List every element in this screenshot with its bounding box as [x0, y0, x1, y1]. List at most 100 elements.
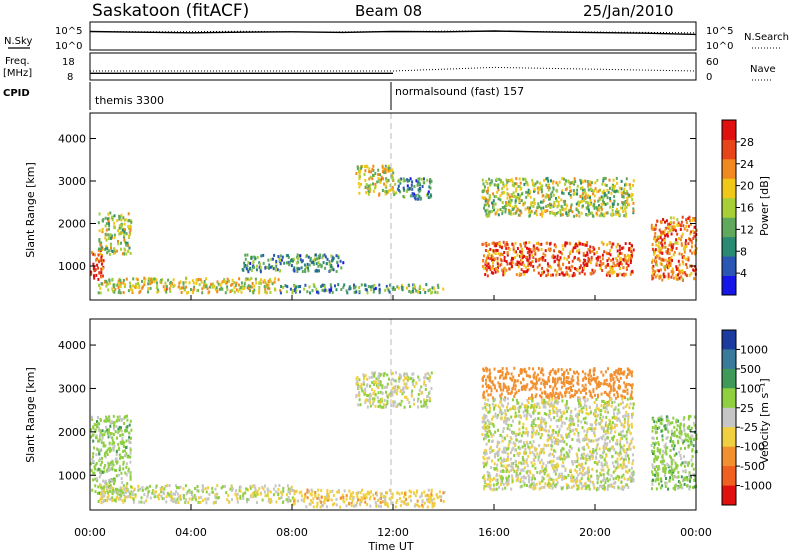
- velocity-cell: [404, 492, 406, 496]
- power-cell: [293, 268, 296, 272]
- velocity-cell: [184, 500, 187, 504]
- velocity-cell: [493, 476, 496, 480]
- power-cell: [573, 214, 576, 218]
- velocity-cell: [533, 409, 536, 413]
- velocity-cell: [321, 504, 324, 508]
- velocity-cell: [341, 493, 344, 497]
- velocity-cell: [91, 488, 94, 492]
- power-cell: [559, 250, 562, 254]
- power-cell: [661, 278, 664, 282]
- velocity-cell: [526, 407, 529, 411]
- power-cell: [547, 194, 550, 198]
- power-cell: [542, 252, 545, 256]
- velocity-cell: [494, 412, 497, 416]
- velocity-cell: [503, 436, 506, 440]
- power-cell: [497, 185, 500, 189]
- power-cell: [529, 213, 531, 217]
- power-cell: [97, 221, 100, 225]
- velocity-cell: [560, 381, 563, 384]
- velocity-cell: [486, 470, 489, 474]
- velocity-cell: [99, 457, 101, 461]
- power-cell: [629, 261, 632, 265]
- velocity-cell: [176, 497, 179, 501]
- power-cell: [566, 257, 569, 261]
- velocity-cell: [431, 503, 434, 507]
- velocity-cell: [537, 417, 540, 421]
- velocity-cell: [122, 493, 125, 496]
- velocity-cell: [562, 486, 565, 489]
- power-cell: [118, 224, 121, 228]
- power-cell: [532, 265, 535, 268]
- velocity-cell: [630, 441, 633, 445]
- velocity-cell: [163, 492, 165, 496]
- power-cell: [552, 193, 555, 197]
- power-cell: [238, 277, 241, 281]
- power-cell: [312, 283, 315, 287]
- power-cell: [309, 291, 311, 295]
- power-cell: [120, 247, 122, 251]
- velocity-cell: [411, 372, 414, 376]
- velocity-cell: [122, 484, 125, 488]
- velocity-cell: [604, 486, 606, 490]
- power-cell: [556, 257, 559, 261]
- power-cell: [667, 222, 670, 226]
- velocity-cell: [535, 375, 538, 379]
- velocity-cell: [366, 490, 369, 494]
- power-cell: [620, 252, 623, 255]
- power-cell: [570, 205, 572, 209]
- velocity-cell: [544, 391, 547, 395]
- power-cell: [579, 195, 582, 198]
- velocity-cell: [591, 395, 594, 399]
- velocity-cell: [490, 380, 493, 384]
- velocity-cell: [496, 478, 499, 482]
- power-cell: [270, 257, 273, 261]
- velocity-cell: [355, 382, 358, 386]
- power-cell: [246, 286, 249, 290]
- power-cell: [561, 244, 564, 248]
- velocity-cell: [97, 467, 100, 471]
- power-cell: [527, 193, 529, 197]
- velocity-cell: [286, 493, 288, 497]
- power-cell: [284, 284, 287, 288]
- velocity-cell: [563, 377, 566, 381]
- power-cell: [620, 187, 623, 191]
- power-cell: [314, 269, 317, 273]
- power-cell: [250, 255, 253, 259]
- velocity-cell: [560, 377, 562, 381]
- velocity-cell: [112, 488, 115, 492]
- power-cell: [289, 287, 292, 291]
- power-cell: [360, 166, 363, 170]
- power-cell: [190, 288, 192, 292]
- power-cell: [577, 242, 580, 246]
- power-cell: [138, 286, 141, 290]
- velocity-cell: [332, 503, 334, 507]
- velocity-cell: [372, 399, 375, 403]
- power-cell: [99, 252, 102, 256]
- velocity-cell: [551, 393, 554, 397]
- velocity-cell: [124, 415, 127, 418]
- power-cell: [581, 194, 584, 198]
- velocity-cell: [556, 462, 559, 466]
- power-cell: [485, 203, 488, 207]
- power-cell: [589, 202, 592, 206]
- velocity-cell: [489, 406, 491, 410]
- power-cell: [585, 243, 588, 247]
- power-cell: [627, 203, 629, 207]
- power-cell: [115, 249, 118, 253]
- power-cell: [581, 196, 584, 200]
- velocity-cell: [391, 371, 394, 375]
- velocity-cell: [537, 432, 540, 436]
- power-cell: [510, 264, 513, 268]
- velocity-cell: [310, 499, 313, 503]
- power-cell: [550, 179, 552, 183]
- power-cell: [108, 252, 111, 256]
- power-cell: [554, 255, 557, 259]
- velocity-cell: [552, 404, 555, 408]
- velocity-cell: [545, 444, 548, 448]
- power-cell: [568, 185, 571, 189]
- power-cell: [129, 251, 132, 255]
- velocity-cell: [496, 416, 499, 420]
- velocity-cell: [556, 377, 559, 381]
- power-cell: [486, 208, 489, 212]
- velocity-cell: [529, 375, 531, 379]
